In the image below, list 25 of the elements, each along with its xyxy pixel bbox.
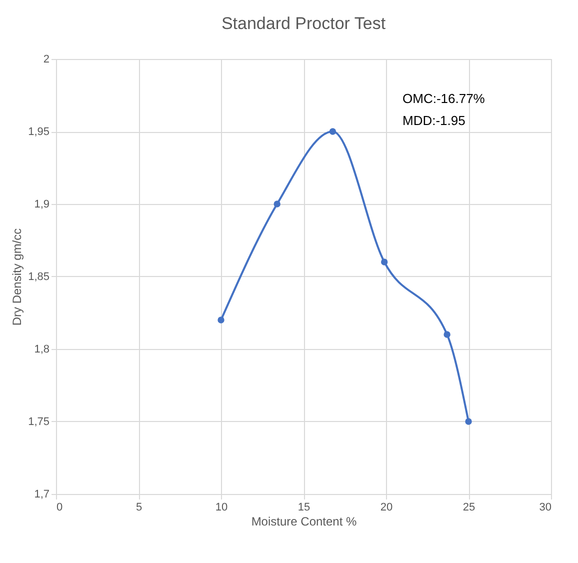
- y-tick-label: 1,9: [34, 198, 50, 210]
- x-tick-label: 30: [539, 502, 552, 514]
- point: [380, 258, 388, 266]
- x-axis-title: Moisture Content %: [251, 514, 358, 528]
- point: [465, 418, 472, 425]
- point: [274, 200, 280, 208]
- annotation: MDD:-1.95: [402, 113, 466, 128]
- y-axis-title: Dry Density gm/cc: [10, 228, 24, 326]
- y-tick-label: 1,7: [34, 488, 50, 500]
- y-tick-label: 1,95: [28, 126, 50, 138]
- y-tick-label: 1,85: [28, 271, 50, 283]
- y-tick-label: 1,75: [28, 416, 50, 428]
- annotation: OMC:-16.77%: [402, 91, 486, 106]
- x-tick-label: 20: [380, 502, 393, 514]
- point: [444, 331, 450, 338]
- y-tick-label: 2: [43, 54, 50, 66]
- y-tick-label: 1,8: [34, 344, 50, 356]
- x-tick-label: 25: [462, 502, 476, 514]
- point: [329, 128, 336, 135]
- x-tick-label: 5: [136, 502, 142, 514]
- chart-title: Standard Proctor Test: [221, 14, 386, 33]
- x-tick-label: 10: [215, 502, 228, 514]
- x-tick-label: 0: [56, 502, 63, 514]
- x-tick-label: 15: [298, 502, 310, 514]
- point: [218, 316, 224, 324]
